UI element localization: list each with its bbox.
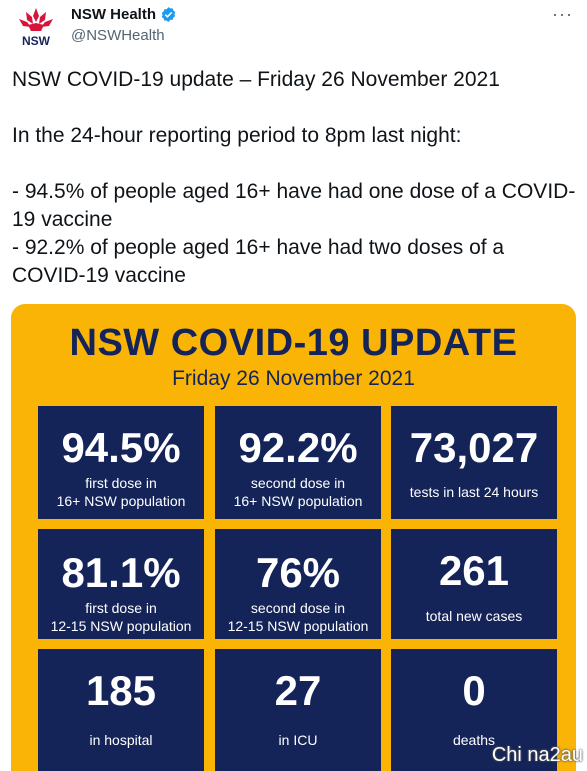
- stat-tile-deaths: 0 deaths: [391, 649, 557, 771]
- logo-text: NSW: [22, 34, 51, 48]
- tweet-line-period: In the 24-hour reporting period to 8pm l…: [12, 124, 462, 147]
- tweet-line-title: NSW COVID-19 update – Friday 26 November…: [12, 68, 500, 91]
- card-date: Friday 26 November 2021: [172, 367, 415, 390]
- stat-tile-new-cases: 261 total new cases: [391, 529, 557, 639]
- stat-label: first dose in: [85, 475, 157, 491]
- stat-label: total new cases: [425, 608, 523, 624]
- stat-label: deaths: [452, 732, 496, 748]
- stat-tile-second-dose-16plus: 92.2% second dose in 16+ NSW population: [215, 406, 381, 519]
- stat-tile-hospital: 185 in hospital: [38, 649, 204, 771]
- stat-label: second dose in: [250, 475, 346, 491]
- verified-badge-icon: [161, 7, 176, 22]
- stat-label: second dose in: [250, 600, 346, 616]
- stat-value: 94.5%: [61, 424, 181, 471]
- stat-label: 12-15 NSW population: [50, 618, 192, 634]
- stat-label: in hospital: [89, 732, 153, 748]
- stat-value: 0: [462, 667, 486, 714]
- stat-label: 16+ NSW population: [56, 493, 186, 509]
- stat-tile-tests: 73,027 tests in last 24 hours: [391, 406, 557, 519]
- stat-tile-second-dose-12-15: 76% second dose in 12-15 NSW population: [215, 529, 381, 639]
- nsw-waratah-logo-icon[interactable]: NSW: [14, 6, 58, 48]
- card-title: NSW COVID-19 UPDATE: [69, 322, 518, 364]
- stat-label: 12-15 NSW population: [227, 618, 369, 634]
- stat-value: 92.2%: [238, 424, 358, 471]
- stat-label: in ICU: [278, 732, 318, 748]
- stat-label: 16+ NSW population: [233, 493, 363, 509]
- tweet-text: NSW COVID-19 update – Friday 26 November…: [12, 66, 577, 290]
- stat-tile-icu: 27 in ICU: [215, 649, 381, 771]
- stat-value: 261: [438, 547, 510, 594]
- watermark: Chi na2au: [491, 744, 583, 766]
- stat-tile-first-dose-16plus: 94.5% first dose in 16+ NSW population: [38, 406, 204, 519]
- stat-label: first dose in: [85, 600, 157, 616]
- account-handle[interactable]: @NSWHealth: [71, 27, 165, 44]
- stat-label: tests in last 24 hours: [409, 484, 539, 500]
- stat-tile-first-dose-12-15: 81.1% first dose in 12-15 NSW population: [38, 529, 204, 639]
- account-name[interactable]: NSW Health: [71, 6, 177, 23]
- tweet-bullet-second-dose: - 92.2% of people aged 16+ have had two …: [12, 236, 505, 287]
- tweet-header: NSW NSW Health @NSWHealth ···: [0, 0, 587, 56]
- covid-update-image[interactable]: NSW COVID-19 UPDATE Friday 26 November 2…: [11, 304, 576, 771]
- stat-value: 185: [85, 667, 157, 714]
- account-name-text[interactable]: NSW Health: [71, 6, 157, 23]
- stat-value: 73,027: [409, 424, 539, 471]
- more-options-icon[interactable]: ···: [552, 4, 573, 24]
- stat-value: 76%: [255, 549, 341, 596]
- tweet-bullet-first-dose: - 94.5% of people aged 16+ have had one …: [12, 180, 576, 231]
- stat-value: 81.1%: [61, 549, 181, 596]
- stat-value: 27: [274, 667, 322, 714]
